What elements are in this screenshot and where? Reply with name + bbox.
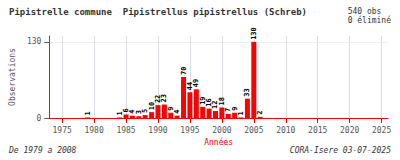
svg-text:9: 9 [166,106,175,111]
svg-text:0: 0 [37,114,42,123]
svg-text:1: 1 [237,111,245,115]
svg-text:4: 4 [173,109,181,113]
svg-text:1985: 1985 [116,126,135,135]
svg-text:1995: 1995 [180,126,199,135]
svg-text:CORA-Isere 03-07-2025: CORA-Isere 03-07-2025 [290,146,391,155]
svg-text:9: 9 [231,107,239,111]
svg-text:70: 70 [180,67,188,75]
svg-text:1990: 1990 [148,126,167,135]
svg-text:2025: 2025 [372,126,391,135]
svg-text:18: 18 [218,97,226,105]
svg-text:33: 33 [243,88,251,96]
svg-text:3: 3 [134,110,143,115]
svg-text:6: 6 [122,108,130,113]
svg-text:49: 49 [192,79,200,87]
svg-text:1: 1 [84,111,92,115]
svg-text:1: 1 [115,111,124,116]
svg-text:10: 10 [147,101,156,111]
svg-text:Pipistrelle commune Pipistrel: Pipistrelle commune Pipistrellus pipistr… [9,7,307,17]
svg-text:1975: 1975 [52,126,71,135]
svg-text:44: 44 [185,81,194,91]
svg-text:2020: 2020 [340,126,359,135]
svg-text:2015: 2015 [308,126,327,135]
svg-text:7: 7 [224,107,233,112]
svg-text:16: 16 [205,98,214,107]
svg-text:2010: 2010 [276,126,295,135]
svg-text:130: 130 [27,37,42,46]
svg-text:2005: 2005 [244,126,263,135]
svg-text:19: 19 [198,96,207,105]
svg-text:2: 2 [256,111,264,115]
svg-text:22: 22 [154,94,162,104]
svg-text:1980: 1980 [84,126,103,135]
svg-text:Années: Années [204,137,233,147]
svg-text:0 éliminé: 0 éliminé [348,15,392,25]
svg-text:Observations: Observations [8,48,17,106]
svg-text:5: 5 [141,108,150,114]
svg-text:130: 130 [250,27,258,40]
svg-text:De 1979 a 2008: De 1979 a 2008 [8,146,77,155]
svg-text:12: 12 [211,100,220,109]
svg-text:540 obs: 540 obs [348,7,382,16]
svg-text:23: 23 [160,94,168,102]
svg-text:2000: 2000 [212,126,231,135]
svg-text:4: 4 [128,109,137,114]
